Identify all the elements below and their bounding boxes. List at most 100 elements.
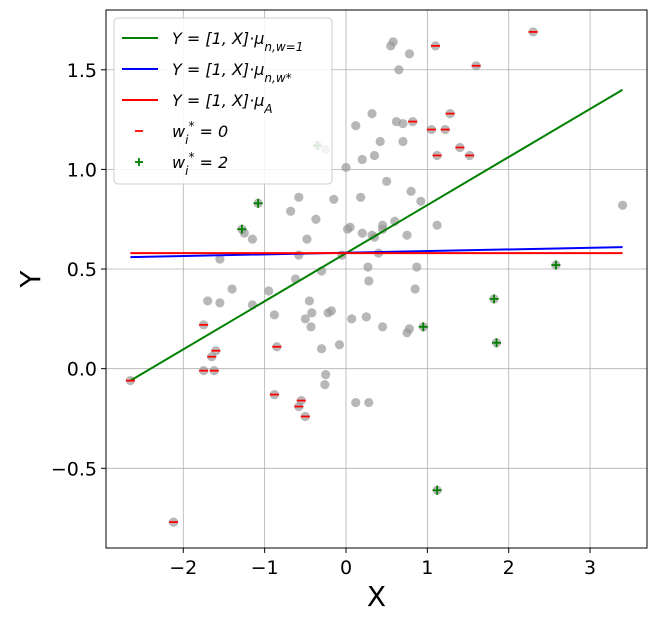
data-point <box>347 314 357 324</box>
legend-label: Y = [1, X]·μn,w=1 <box>172 29 303 54</box>
plus-marker <box>432 485 442 495</box>
data-point <box>388 37 398 47</box>
data-point <box>361 312 371 322</box>
data-point <box>406 186 416 196</box>
grid-lines <box>106 10 647 548</box>
x-tick-label: 2 <box>503 557 515 579</box>
legend-label-part: Y = [1, X]·μ <box>172 91 264 110</box>
legend-entry: Y = [1, X]·μn,w* <box>122 60 292 85</box>
x-tick-label: −2 <box>169 557 197 579</box>
data-point <box>356 192 366 202</box>
data-point <box>416 196 426 206</box>
x-axis-label: X <box>367 580 386 613</box>
x-tick-label: 1 <box>421 557 433 579</box>
data-point <box>302 234 312 244</box>
data-point <box>363 262 373 272</box>
plus-marker <box>491 338 501 348</box>
legend-label-part: = 2 <box>194 153 228 172</box>
data-point <box>334 340 345 350</box>
y-tick-label: 1.0 <box>67 159 97 181</box>
data-point <box>307 308 317 318</box>
y-tick-label: −0.5 <box>51 458 97 480</box>
legend-label-part: = 0 <box>194 122 228 141</box>
data-point <box>404 324 415 334</box>
plus-marker <box>489 294 499 304</box>
data-point <box>357 154 367 165</box>
y-tick-label: 0.0 <box>67 359 97 381</box>
data-point <box>394 65 404 75</box>
data-point <box>203 296 213 306</box>
legend-label-part: Y = [1, X]·μ <box>172 60 264 79</box>
legend-label-part: A <box>263 102 272 116</box>
data-point <box>341 162 351 173</box>
data-point <box>412 262 422 272</box>
axis-ticks: −2 −1 0 1 2 3 −0.5 0.0 0.5 1.0 1.5 <box>51 60 596 579</box>
data-point <box>357 228 367 238</box>
legend-label-part: * <box>188 119 194 133</box>
y-tick-label: 1.5 <box>67 60 97 82</box>
data-point <box>398 136 408 147</box>
legend-label-part: i <box>185 164 189 178</box>
fit-line <box>129 88 624 382</box>
data-point <box>369 150 380 161</box>
data-point <box>321 370 331 380</box>
x-tick-label: 0 <box>340 557 352 579</box>
legend-label-part: i <box>185 133 189 147</box>
legend-box <box>113 17 333 185</box>
weight-markers <box>125 31 561 523</box>
data-point <box>306 322 316 332</box>
legend-entry: wi* = 0 <box>135 119 228 147</box>
data-point <box>227 284 237 294</box>
data-point <box>367 109 377 119</box>
legend-label-part: Y = [1, X]·μ <box>172 29 264 48</box>
data-point <box>402 230 412 240</box>
data-point <box>382 176 392 186</box>
plot-frame <box>105 9 648 549</box>
plus-marker <box>551 260 561 270</box>
data-point <box>294 250 304 260</box>
data-point <box>320 380 330 390</box>
data-point <box>364 397 374 408</box>
data-point <box>311 214 321 224</box>
x-tick-label: −1 <box>251 557 279 579</box>
data-point <box>215 254 225 264</box>
data-point <box>351 120 361 131</box>
legend-label-part: w <box>172 122 186 141</box>
legend-label: Y = [1, X]·μA <box>172 91 273 116</box>
legend-label-part: * <box>188 150 194 164</box>
legend-entry: Y = [1, X]·μA <box>122 91 273 116</box>
data-point <box>410 284 420 294</box>
plus-marker <box>253 198 263 208</box>
data-point <box>215 298 225 308</box>
fit-lines <box>129 88 624 382</box>
data-points <box>125 27 628 527</box>
legend-entry: Y = [1, X]·μn,w=1 <box>122 29 303 54</box>
data-point <box>398 118 408 129</box>
data-point <box>329 194 339 204</box>
legend: Y = [1, X]·μn,w=1Y = [1, X]·μn,w*Y = [1,… <box>113 17 333 185</box>
data-point <box>617 200 628 210</box>
data-point <box>378 220 388 230</box>
plus-marker <box>418 322 428 332</box>
data-point <box>326 306 336 316</box>
legend-label-part: n,w* <box>264 71 291 85</box>
legend-label-part: n,w=1 <box>264 40 303 54</box>
data-point <box>375 136 385 147</box>
legend-label: Y = [1, X]·μn,w* <box>172 60 292 85</box>
y-axis-label: Y <box>14 270 47 289</box>
data-point <box>264 286 274 296</box>
data-point <box>304 296 314 306</box>
legend-label-part: w <box>172 153 186 172</box>
x-tick-label: 3 <box>584 557 596 579</box>
data-point <box>269 310 280 320</box>
data-point <box>364 276 374 286</box>
data-point <box>300 314 310 324</box>
data-point <box>378 322 388 332</box>
data-point <box>351 397 361 408</box>
data-point <box>316 344 327 354</box>
data-point <box>294 192 304 202</box>
legend-label: wi* = 2 <box>172 150 228 178</box>
legend-entry: wi* = 2 <box>135 150 228 178</box>
data-point <box>404 49 415 59</box>
